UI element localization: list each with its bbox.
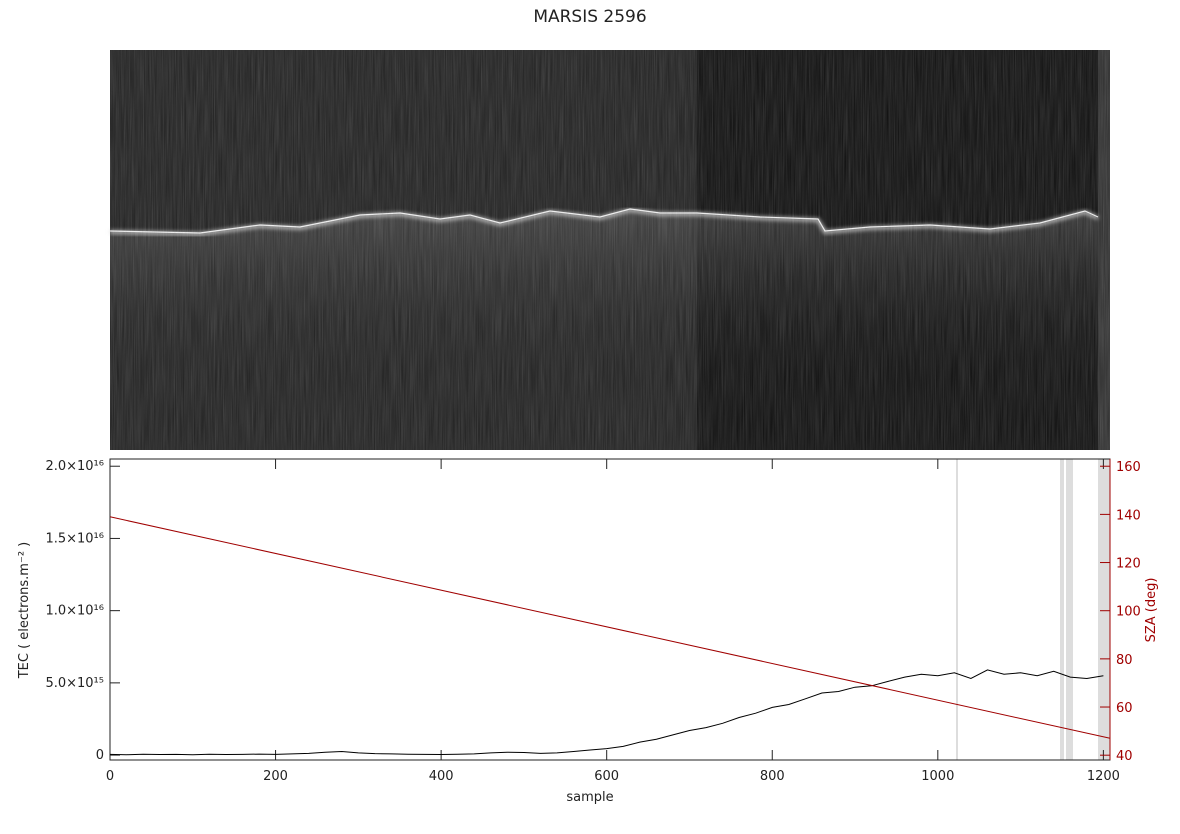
y2-tick-label: 80 (1116, 653, 1133, 668)
y-tick-label: 1.5×10¹⁶ (45, 531, 104, 546)
x-tick-label: 200 (263, 769, 288, 784)
x-tick-label: 400 (429, 769, 454, 784)
series-line (109, 669, 1104, 756)
x-tick-label: 1000 (921, 769, 954, 784)
y2-tick-label: 160 (1116, 460, 1141, 475)
x-tick-label: 800 (760, 769, 785, 784)
y-tick-label: 1.0×10¹⁶ (45, 604, 104, 619)
y2-tick-label: 60 (1116, 701, 1133, 716)
plot: 0 200 400 600 800 1000 1200 0 5.0×10¹⁵ 1.0×10¹⁶ 1.… (45, 459, 1141, 784)
x-axis-label: sample (566, 790, 613, 805)
chart-title: MARSIS 2596 (533, 7, 646, 27)
y2-tick-label: 120 (1116, 557, 1141, 572)
y2-tick-label: 40 (1116, 749, 1133, 764)
y-axis-label: TEC ( electrons.m⁻² ) (17, 542, 32, 680)
radargram (109, 50, 1110, 450)
plot-frame (109, 458, 1111, 761)
x-tick-label: 0 (106, 769, 114, 784)
y2-tick-label: 100 (1116, 605, 1141, 620)
x-tick-label: 1200 (1087, 769, 1120, 784)
y-tick-label: 5.0×10¹⁵ (45, 676, 104, 691)
y2-tick-label: 140 (1116, 508, 1141, 523)
gaps (956, 459, 1110, 760)
y-tick-label: 2.0×10¹⁶ (45, 459, 104, 474)
series-line (109, 516, 1111, 739)
x-tick-label: 600 (594, 769, 619, 784)
y-tick-label: 0 (96, 748, 104, 763)
y2-axis-label: SZA (deg) (1144, 578, 1159, 643)
